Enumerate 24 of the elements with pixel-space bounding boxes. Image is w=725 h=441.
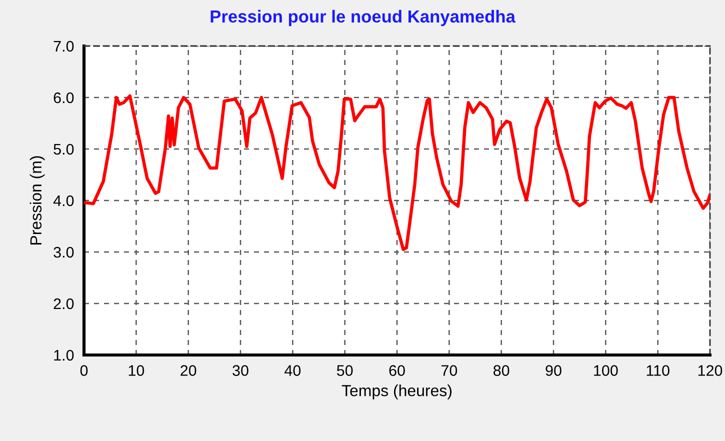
x-tick-label: 70 — [441, 365, 458, 376]
x-tick-label: 40 — [284, 365, 301, 376]
x-tick-label: 110 — [646, 365, 670, 376]
y-tick-label: 1.0 — [54, 350, 74, 361]
x-tick-label: 60 — [389, 365, 405, 376]
x-tick-label: 0 — [80, 365, 88, 376]
x-tick-label: 30 — [232, 365, 248, 376]
x-tick-label: 20 — [180, 365, 196, 376]
x-axis-title: Temps (heures) — [342, 384, 452, 400]
line-series — [84, 94, 710, 252]
y-tick-label: 2.0 — [54, 298, 74, 310]
y-tick-label: 7.0 — [54, 40, 74, 52]
chart-title: Pression pour le noeud Kanyamedha — [210, 10, 516, 26]
x-tick-label: 120 — [698, 365, 722, 376]
x-tick-label: 50 — [336, 365, 353, 376]
y-axis-title: Pression (m) — [30, 156, 45, 244]
x-tick-label: 90 — [546, 365, 562, 376]
x-tick-label: 10 — [128, 365, 144, 376]
y-tick-label: 6.0 — [54, 92, 74, 104]
x-tick-label: 100 — [594, 365, 618, 376]
y-tick-label: 3.0 — [54, 246, 74, 258]
x-tick-label: 80 — [494, 365, 510, 376]
y-tick-label: 4.0 — [53, 195, 74, 206]
y-tick-label: 5.0 — [54, 144, 74, 155]
